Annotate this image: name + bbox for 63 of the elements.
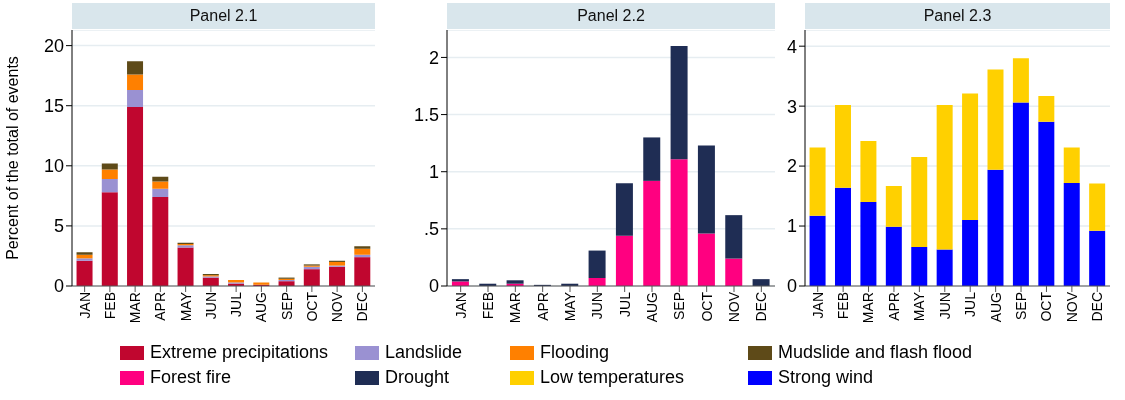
x-tick-label: MAR — [127, 292, 144, 324]
legend-label: Forest fire — [150, 367, 232, 388]
x-tick-label: OCT — [1038, 291, 1055, 322]
y-tick-label: 15 — [43, 96, 64, 117]
y-tick-label: 3 — [786, 96, 797, 117]
x-tick-label: OCT — [303, 291, 320, 322]
x-tick-label: MAR — [507, 292, 524, 324]
y-tick-label: 0 — [53, 276, 64, 297]
x-tick-label: DEC — [1089, 292, 1106, 322]
y-tick-label: 2 — [786, 156, 797, 177]
x-tick-label: MAY — [561, 291, 578, 322]
y-tick-label: 0 — [428, 276, 439, 297]
y-tick-label: 1.5 — [413, 104, 439, 125]
x-tick-label: DEC — [354, 292, 371, 322]
x-tick-label: NOV — [1063, 291, 1080, 323]
y-tick-label: 0 — [786, 276, 797, 297]
y-tick-label: 1 — [428, 162, 439, 183]
x-tick-label: NOV — [329, 291, 346, 323]
x-tick-label: JUL — [616, 291, 633, 317]
x-tick-label: SEP — [1012, 292, 1029, 321]
x-tick-label: JUN — [936, 292, 953, 320]
x-tick-label: JAN — [452, 292, 469, 319]
legend-label: Strong wind — [778, 367, 874, 388]
y-tick-label: 10 — [43, 156, 64, 177]
x-tick-label: DEC — [753, 292, 770, 322]
chart-title: Panel 2.3 — [805, 3, 1110, 29]
x-tick-label: APR — [534, 292, 551, 321]
y-tick-label: 4 — [786, 36, 797, 57]
x-tick-label: AUG — [987, 292, 1004, 323]
x-tick-label: NOV — [725, 291, 742, 323]
x-tick-label: SEP — [278, 292, 295, 321]
y-tick-label: .5 — [423, 219, 439, 240]
x-tick-label: AUG — [643, 292, 660, 323]
x-tick-label: OCT — [698, 291, 715, 322]
x-tick-label: FEB — [479, 292, 496, 320]
y-axis-title: Percent of the total of events — [3, 56, 21, 260]
x-tick-label: MAY — [177, 291, 194, 322]
legend-label: Low temperatures — [540, 367, 685, 388]
y-tick-label: 1 — [786, 216, 797, 237]
y-tick-label: 5 — [53, 216, 64, 237]
x-tick-label: JUL — [962, 291, 979, 317]
x-tick-label: MAY — [911, 291, 928, 322]
legend-label: Drought — [385, 367, 450, 388]
x-tick-label: AUG — [253, 292, 270, 323]
x-tick-label: JUN — [589, 292, 606, 320]
x-tick-label: FEB — [835, 292, 852, 320]
legend-label: Landslide — [385, 342, 463, 363]
legend-label: Extreme precipitations — [150, 342, 329, 363]
y-tick-label: 2 — [428, 47, 439, 68]
legend-label: Flooding — [540, 342, 610, 363]
x-tick-label: JAN — [76, 292, 93, 319]
x-tick-label: JUN — [202, 292, 219, 320]
legend-label: Mudslide and flash flood — [778, 342, 973, 363]
x-tick-label: JUL — [228, 291, 245, 317]
x-tick-label: FEB — [101, 292, 118, 320]
x-tick-label: JAN — [809, 292, 826, 319]
x-tick-label: SEP — [671, 292, 688, 321]
x-tick-label: MAR — [860, 292, 877, 324]
chart-title: Panel 2.2 — [447, 3, 775, 29]
chart-title: Panel 2.1 — [72, 3, 375, 29]
y-tick-label: 20 — [43, 36, 64, 57]
x-tick-label: APR — [152, 292, 169, 321]
x-tick-label: APR — [885, 292, 902, 321]
